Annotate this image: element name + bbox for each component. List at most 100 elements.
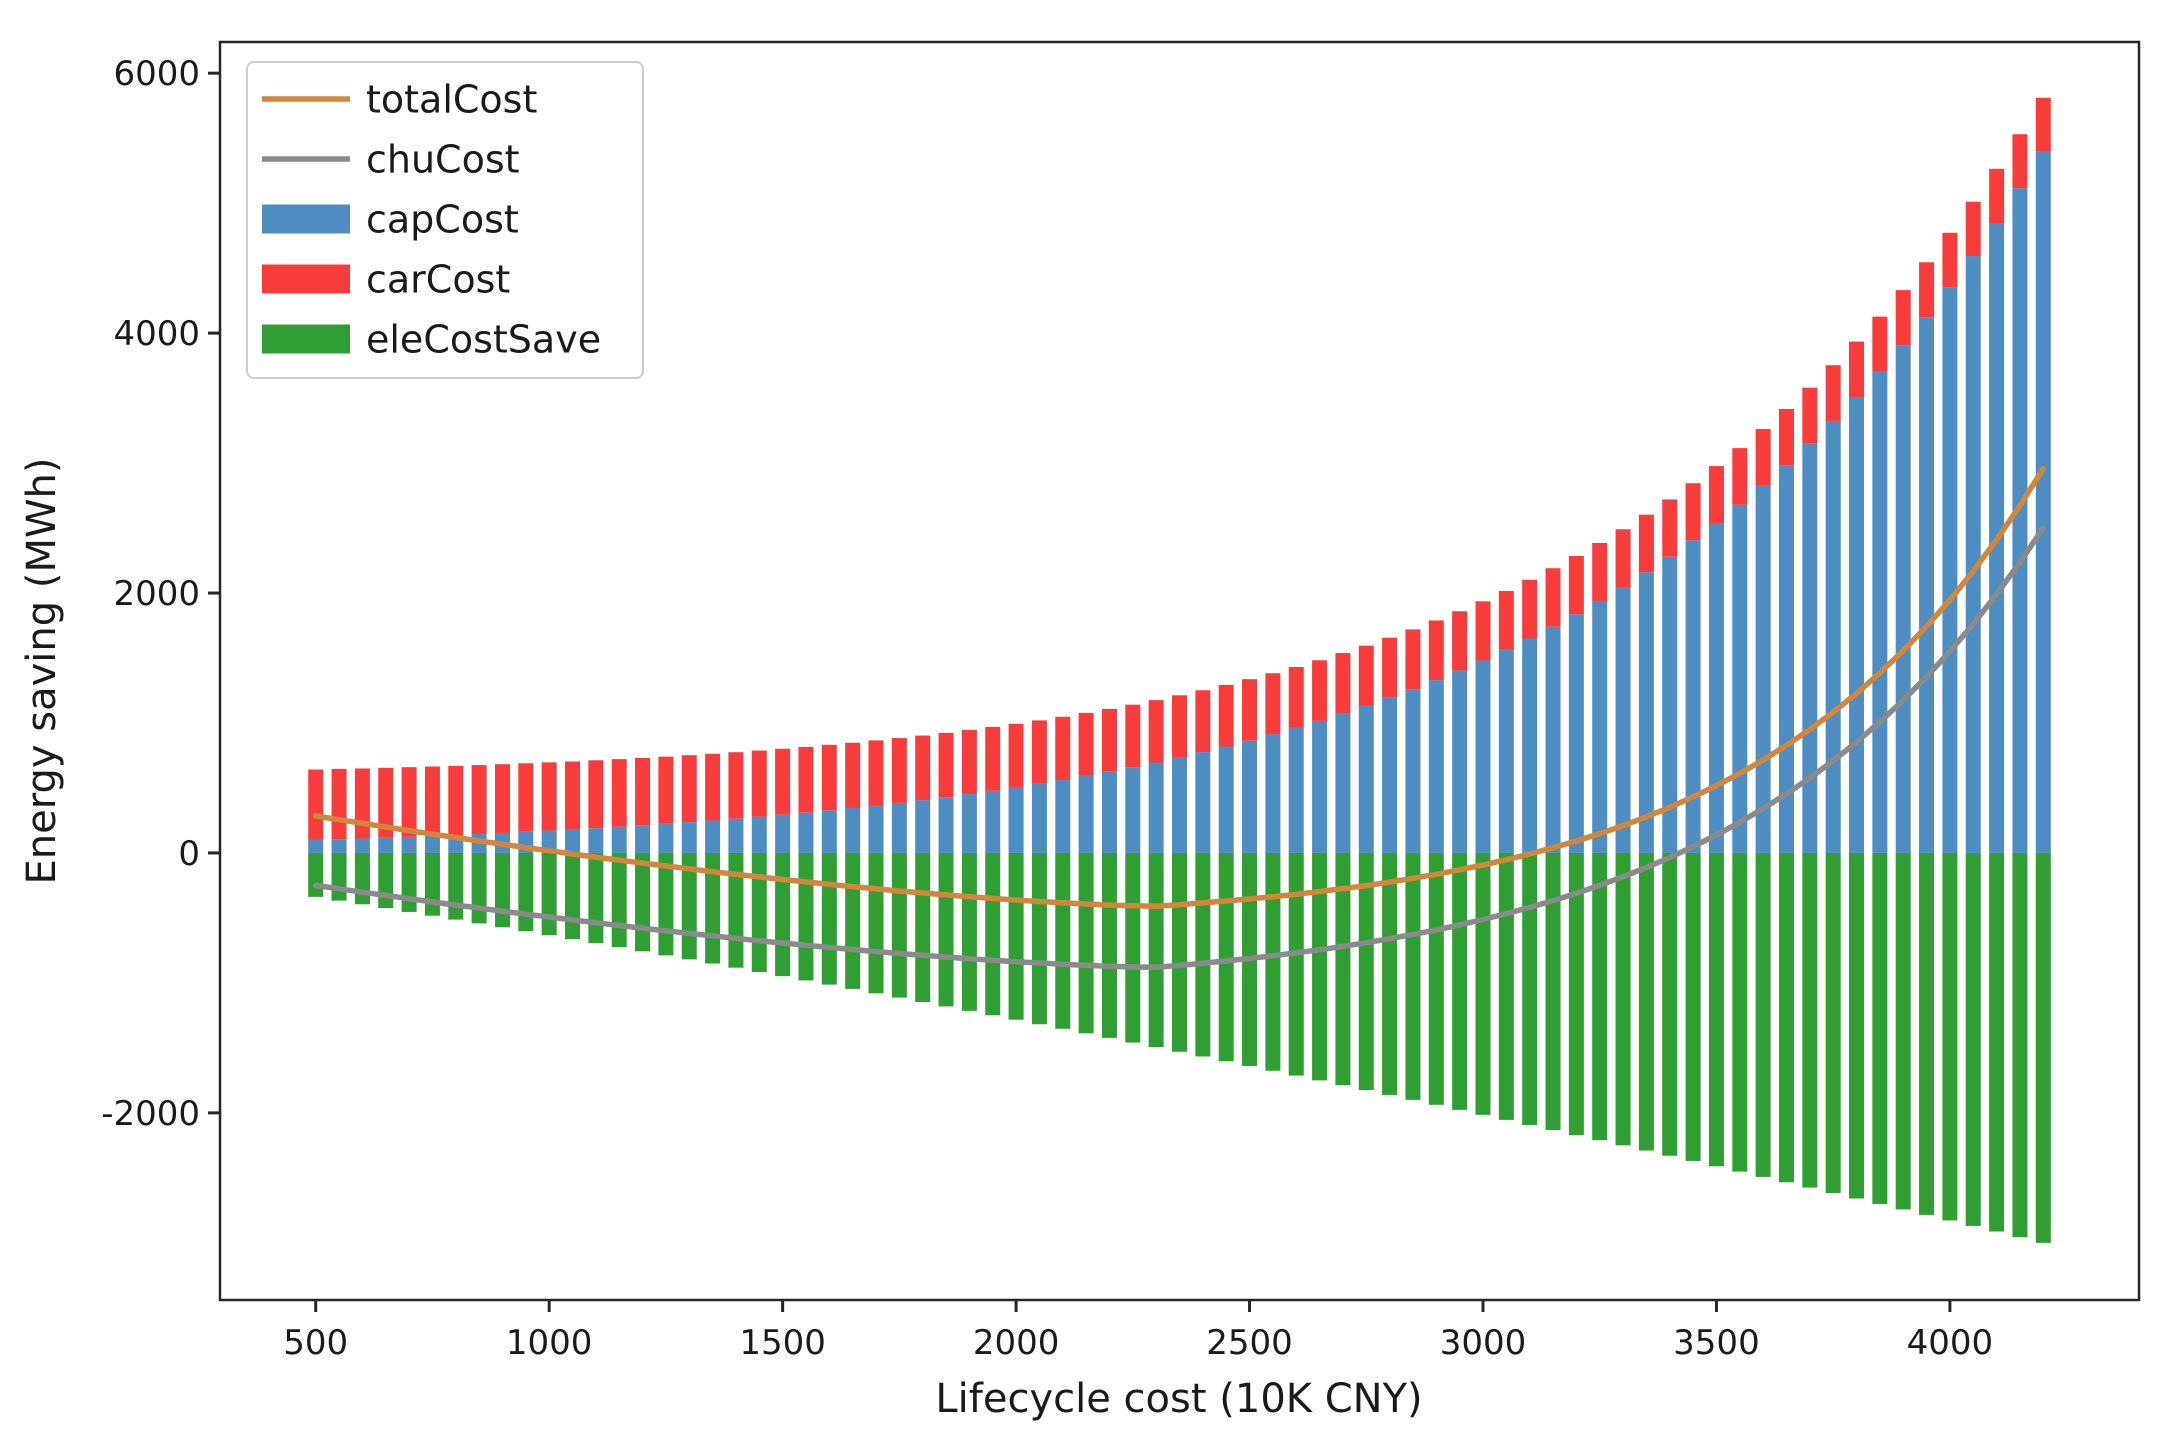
bar-eleCostSave bbox=[308, 852, 324, 897]
bar-eleCostSave bbox=[1522, 852, 1538, 1125]
bar-capCost bbox=[1382, 697, 1398, 853]
bar-capCost bbox=[1031, 783, 1047, 853]
y-tick-label: 0 bbox=[178, 834, 200, 874]
bar-carCost bbox=[1802, 387, 1818, 444]
x-tick-label: 3000 bbox=[1440, 1323, 1527, 1363]
bar-eleCostSave bbox=[1428, 852, 1444, 1105]
bar-carCost bbox=[1242, 679, 1258, 741]
bar-capCost bbox=[985, 790, 1001, 853]
bar-eleCostSave bbox=[1942, 852, 1958, 1221]
x-tick-label: 1000 bbox=[506, 1323, 593, 1363]
legend-label-chucost: chuCost bbox=[366, 137, 520, 181]
bar-eleCostSave bbox=[1078, 852, 1094, 1034]
bar-eleCostSave bbox=[518, 852, 534, 932]
bar-capCost bbox=[1592, 600, 1608, 853]
bar-eleCostSave bbox=[354, 852, 370, 905]
bar-eleCostSave bbox=[401, 852, 417, 912]
legend-label-totalcost: totalCost bbox=[366, 77, 537, 121]
bar-carCost bbox=[705, 753, 721, 821]
bar-carCost bbox=[1685, 483, 1701, 541]
bar-capCost bbox=[1358, 705, 1374, 853]
bar-capCost bbox=[1662, 556, 1678, 853]
bar-carCost bbox=[1358, 645, 1374, 706]
bar-carCost bbox=[424, 766, 440, 836]
bar-carCost bbox=[1522, 579, 1538, 639]
bar-capCost bbox=[1685, 540, 1701, 853]
bar-capCost bbox=[611, 826, 627, 853]
bar-eleCostSave bbox=[1849, 852, 1865, 1199]
bar-carCost bbox=[775, 748, 791, 815]
bar-capCost bbox=[1778, 465, 1794, 853]
bar-capCost bbox=[1615, 587, 1631, 853]
bar-carCost bbox=[588, 760, 604, 829]
bar-eleCostSave bbox=[1872, 852, 1888, 1204]
bar-capCost bbox=[1872, 371, 1888, 853]
bar-capCost bbox=[1919, 317, 1935, 853]
bar-capCost bbox=[1825, 420, 1841, 853]
plot-frame bbox=[218, 40, 2141, 1302]
bar-capCost bbox=[1755, 485, 1771, 853]
bar-carCost bbox=[798, 746, 814, 813]
bar-capCost bbox=[541, 830, 557, 853]
bar-capCost bbox=[1148, 762, 1164, 853]
bar-eleCostSave bbox=[1778, 852, 1794, 1183]
bar-eleCostSave bbox=[635, 852, 651, 952]
bar-eleCostSave bbox=[938, 852, 954, 1007]
ticks-layer: -2000 0 2000 4000 6000 500 1000 1500 2000 2500 300… bbox=[101, 54, 1993, 1363]
bar-carCost bbox=[1125, 704, 1141, 768]
bar-eleCostSave bbox=[1615, 852, 1631, 1146]
bar-capCost bbox=[1335, 713, 1351, 853]
legend-patch-swatch-elecostsave bbox=[262, 324, 350, 354]
bar-eleCostSave bbox=[494, 852, 510, 928]
bar-carCost bbox=[1965, 201, 1981, 257]
bar-carCost bbox=[985, 726, 1001, 791]
bar-capCost bbox=[775, 814, 791, 853]
bar-capCost bbox=[331, 839, 347, 853]
bar-eleCostSave bbox=[1148, 852, 1164, 1048]
bar-capCost bbox=[1802, 443, 1818, 853]
bar-carCost bbox=[1265, 673, 1281, 735]
bar-capCost bbox=[705, 820, 721, 853]
bar-capCost bbox=[588, 828, 604, 853]
bar-carCost bbox=[681, 755, 697, 823]
bar-carCost bbox=[1919, 262, 1935, 318]
bar-carCost bbox=[378, 767, 394, 838]
bar-capCost bbox=[1942, 287, 1958, 853]
bar-carCost bbox=[1732, 448, 1748, 505]
bar-carCost bbox=[1475, 601, 1491, 661]
bar-capCost bbox=[891, 802, 907, 853]
bar-capCost bbox=[1288, 727, 1304, 853]
bar-capCost bbox=[1545, 626, 1561, 853]
bar-capCost bbox=[2035, 151, 2051, 853]
x-tick-label: 3500 bbox=[1673, 1323, 1760, 1363]
bar-carCost bbox=[961, 729, 977, 795]
bar-carCost bbox=[1662, 499, 1678, 557]
bar-capCost bbox=[1568, 614, 1584, 853]
bar-carCost bbox=[1849, 341, 1865, 398]
bar-capCost bbox=[1522, 638, 1538, 853]
bar-carCost bbox=[1101, 708, 1117, 772]
bar-carCost bbox=[401, 767, 417, 837]
bar-capCost bbox=[401, 836, 417, 853]
bar-eleCostSave bbox=[1568, 852, 1584, 1136]
bar-eleCostSave bbox=[775, 852, 791, 977]
bar-carCost bbox=[308, 769, 324, 840]
bar-capCost bbox=[798, 812, 814, 853]
bar-eleCostSave bbox=[1708, 852, 1724, 1167]
bar-carCost bbox=[1942, 232, 1958, 288]
bar-eleCostSave bbox=[1382, 852, 1398, 1095]
bar-capCost bbox=[1055, 780, 1071, 853]
bar-carCost bbox=[821, 744, 837, 811]
line-totalCost bbox=[312, 465, 2047, 909]
bar-carCost bbox=[751, 750, 767, 817]
x-tick-label: 2000 bbox=[973, 1323, 1060, 1363]
lines-layer bbox=[312, 465, 2047, 971]
y-tick-label: 2000 bbox=[113, 574, 200, 614]
bar-carCost bbox=[1615, 529, 1631, 588]
bar-eleCostSave bbox=[1312, 852, 1328, 1081]
bar-carCost bbox=[1031, 720, 1047, 784]
bar-carCost bbox=[565, 761, 581, 830]
bar-capCost bbox=[1312, 720, 1328, 853]
bar-carCost bbox=[1778, 409, 1794, 466]
